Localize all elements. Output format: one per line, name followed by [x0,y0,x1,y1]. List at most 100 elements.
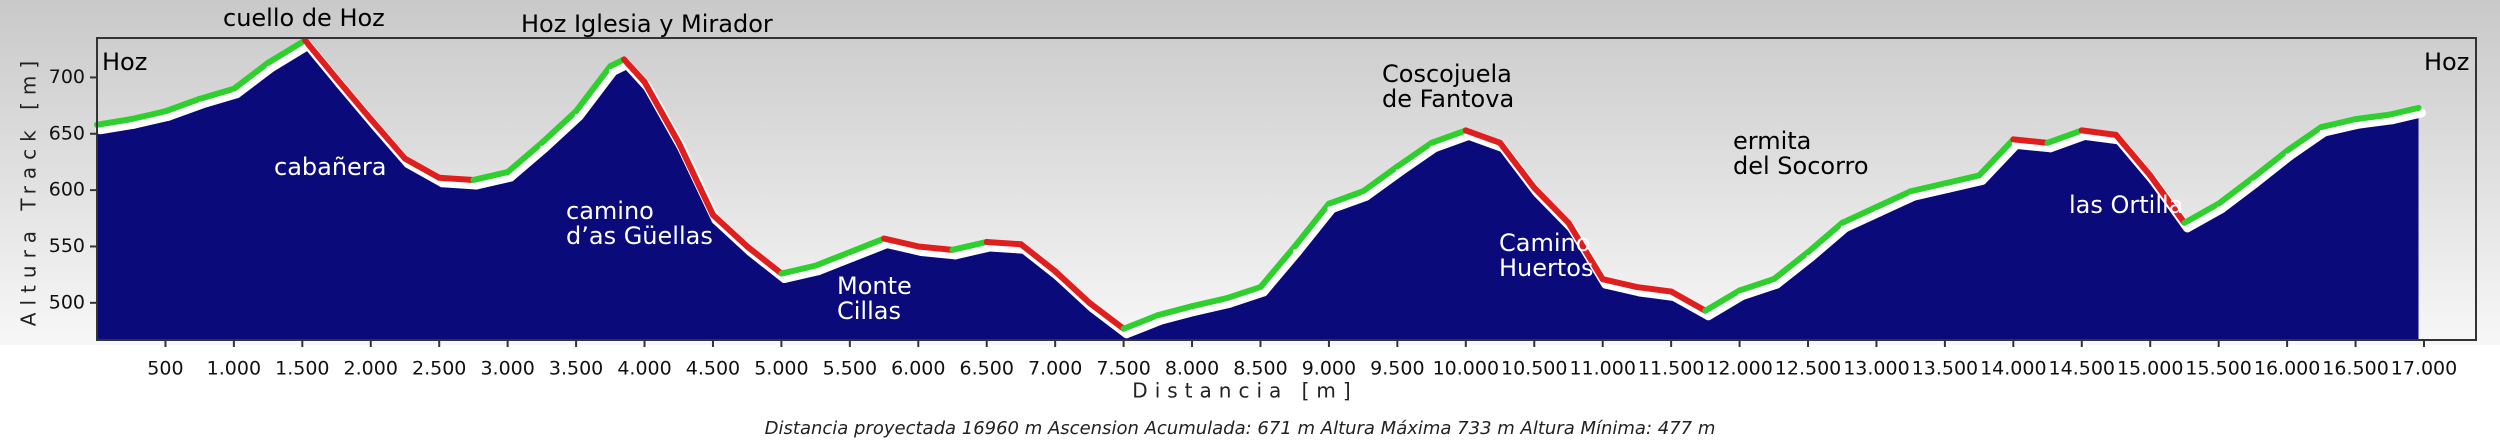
x-tick-label: 1.000 [207,358,261,380]
x-tick-label: 14.500 [2049,358,2115,380]
track-segment [1839,204,1880,226]
x-tick-label: 15.500 [2185,358,2251,380]
place-label: Cillas [837,297,901,325]
track-segment [1497,139,1538,191]
track-halo [779,266,824,284]
x-tick-label: 10.500 [1501,358,1567,380]
track-segment [1599,276,1640,291]
track-segment [538,108,580,146]
place-label: Huertos [1499,254,1594,282]
x-tick-label: 14.000 [1980,358,2046,380]
track-segment [1668,288,1709,314]
track-segment [2284,124,2325,154]
track-segment [1805,219,1846,256]
track-segment [1325,188,1367,207]
track-segment [128,108,169,123]
place-label: de Fantova [1382,85,1514,113]
track-segment [1976,136,2017,179]
track-segment [401,155,443,181]
track-segment [1394,139,1435,170]
place-label: cuello de Hoz [223,4,385,32]
track-segment [333,75,374,123]
track-halo [163,99,208,121]
track-segment [504,139,545,176]
x-tick-label: 17.000 [2391,358,2457,380]
x-tick-label: 5.500 [823,358,877,380]
track-segment [2147,172,2188,226]
track-halo [1738,279,1782,300]
track-halo [848,239,892,262]
track-segment [2181,200,2222,226]
track-segment [1189,295,1230,310]
track-halo [1464,130,1508,153]
track-halo [1635,287,1679,302]
track-segment [230,59,272,92]
track-halo [2285,127,2329,161]
track-halo [1430,130,1474,153]
track-halo [1909,183,1953,201]
x-tick-label: 7.000 [1028,358,1082,380]
place-label: las Ortilla [2069,191,2183,219]
footer-stats: Distancia proyectada 16960 m Ascension A… [765,418,1716,439]
track-segment [1633,284,1675,295]
track-halo [1840,207,1884,233]
track-segment [2010,136,2051,146]
track-segment [915,243,956,253]
track-segment [949,238,990,253]
track-segment [778,262,819,277]
track-segment [1736,276,1777,294]
place-label: Hoz [102,48,147,76]
track-segment [1873,188,1914,211]
place-label: del Socorro [1733,152,1869,180]
track-segment [1702,287,1743,314]
track-segment [1154,303,1196,319]
x-tick-label: 4.000 [617,358,671,380]
track-halo [1258,246,1303,297]
track-segment [641,78,682,146]
track-segment [302,37,340,82]
track-segment [2249,147,2291,181]
track-halo [95,119,139,135]
track-segment [436,174,477,183]
place-label: d’as Güellas [566,222,713,250]
plot-area [94,37,2427,341]
track-halo [437,178,481,190]
x-axis-title: Distancia [m] [1132,379,1357,403]
track-halo [266,40,313,73]
track-segment [744,243,785,277]
track-segment [1120,312,1161,332]
x-tick-label: 1.500 [275,358,329,380]
x-tick-label: 10.000 [1433,358,1499,380]
x-tick-label: 11.000 [1569,358,1635,380]
track-halo [506,143,550,182]
track-segment [1770,249,1812,283]
place-label: Hoz Iglesia y Mirador [521,10,773,38]
track-halo [1977,139,2021,185]
track-halo [1772,252,1816,289]
track-segment [2044,127,2085,146]
track-halo [1395,143,1440,176]
track-segment [812,249,853,269]
track-halo [1601,279,1645,297]
track-segment [1086,299,1127,332]
y-tick-label: 500 [49,291,85,313]
track-segment [2386,104,2422,118]
x-tick-label: 500 [147,358,183,380]
x-tick-label: 5.000 [754,358,808,380]
track-halo [471,172,516,190]
track-halo [1806,223,1850,262]
track-segment [265,37,309,66]
track-halo [1361,166,1405,201]
track-halo [2251,151,2295,188]
track-segment [367,116,408,162]
x-tick-label: 16.500 [2322,358,2388,380]
x-tick-label: 8.000 [1165,358,1219,380]
track-segment [1428,127,1469,146]
x-tick-label: 15.000 [2117,358,2183,380]
x-tick-label: 2.500 [412,358,466,380]
track-halo [814,252,858,276]
track-segment [1223,284,1264,302]
track-segment [1052,268,1093,306]
track-segment [983,238,1024,248]
track-segment [162,95,203,115]
